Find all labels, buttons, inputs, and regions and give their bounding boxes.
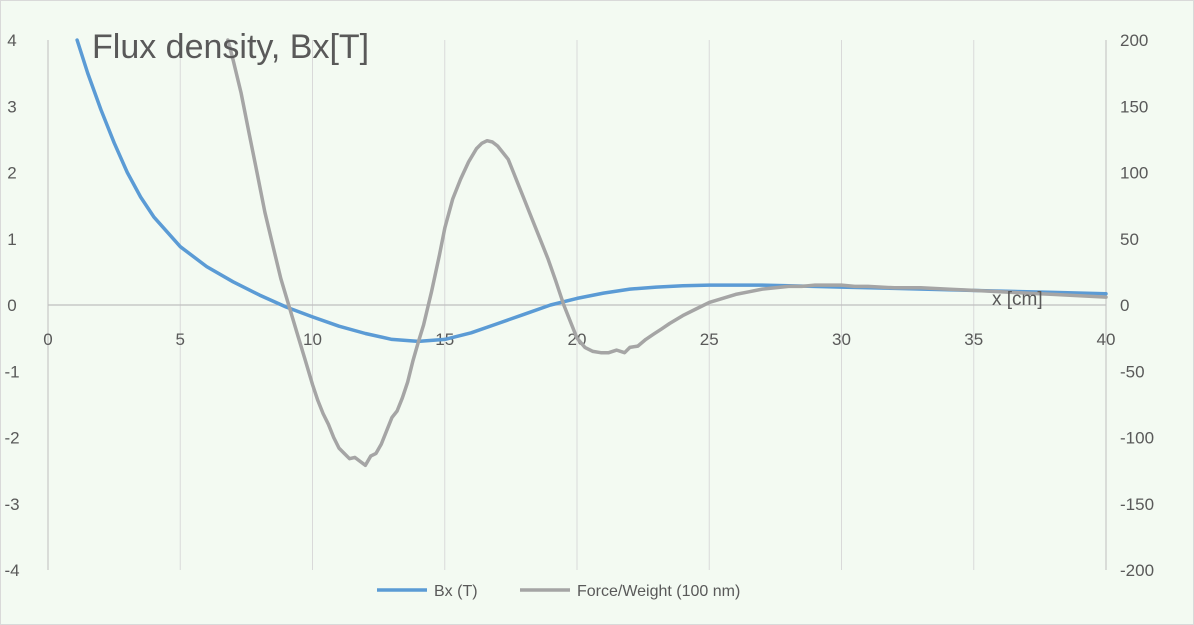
y2-tick-label: 200 [1120, 31, 1148, 50]
y2-tick-label: 50 [1120, 230, 1139, 249]
y2-tick-label: 150 [1120, 97, 1148, 116]
x-tick-label: 0 [43, 330, 52, 349]
y-tick-label: 4 [7, 31, 16, 50]
y-tick-label: 0 [7, 296, 16, 315]
legend-label-2: Force/Weight (100 nm) [577, 583, 740, 600]
x-tick-label: 35 [964, 330, 983, 349]
x-tick-label: 5 [176, 330, 185, 349]
y2-tick-label: -100 [1120, 429, 1154, 448]
chart-title: Flux density, Bx[T] [92, 28, 369, 66]
y2-tick-label: -200 [1120, 561, 1154, 580]
series-line-2 [226, 38, 1108, 468]
x-tick-label: 10 [303, 330, 322, 349]
axes [47, 40, 1107, 570]
x-tick-label: 25 [700, 330, 719, 349]
y2-tick-label: 100 [1120, 164, 1148, 183]
y-tick-label: 3 [7, 97, 16, 116]
y-tick-label: -4 [4, 561, 19, 580]
y-tick-label: -3 [4, 495, 19, 514]
x-axis-label: x [cm] [992, 289, 1043, 310]
legend: Bx (T) Force/Weight (100 nm) [377, 583, 740, 600]
y2-tick-label: 0 [1120, 296, 1129, 315]
x-tick-label: 40 [1097, 330, 1116, 349]
y-tick-label: 2 [7, 164, 16, 183]
series-lines [75, 38, 1108, 468]
legend-label-1: Bx (T) [434, 583, 478, 600]
x-tick-label: 30 [832, 330, 851, 349]
y-tick-label: 1 [7, 230, 16, 249]
y2-tick-label: -50 [1120, 362, 1145, 381]
y2-tick-label: -150 [1120, 495, 1154, 514]
y-tick-label: -2 [4, 429, 19, 448]
y-tick-label: -1 [4, 362, 19, 381]
